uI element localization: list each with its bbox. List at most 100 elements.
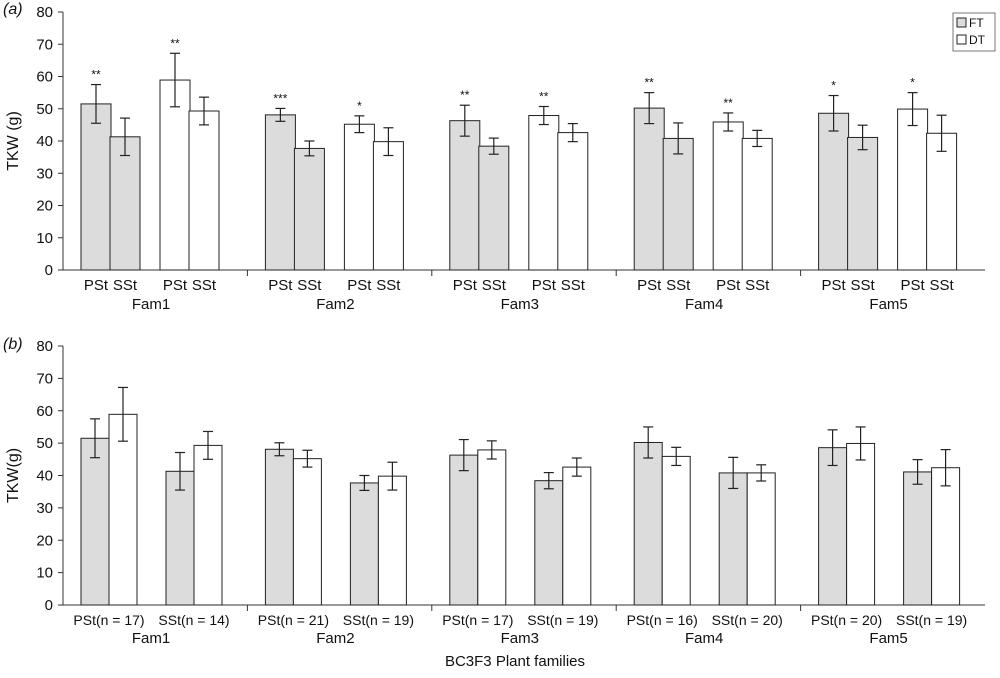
x-tick-label: SSt <box>745 277 770 294</box>
bar <box>80 103 112 271</box>
bar <box>534 480 564 606</box>
x-tick-label: PSt <box>532 277 557 294</box>
significance-marker: ** <box>91 68 101 82</box>
bar <box>818 447 848 606</box>
x-tick-label: PSt <box>901 277 926 294</box>
y-axis-title: TKW (g) <box>5 111 22 171</box>
panel-b: 0 10 20 30 40 50 60 70 80 TKW(g) (b) PSt(n = 17) SSt… <box>3 336 985 647</box>
family-label: Fam1 <box>132 630 170 647</box>
bar <box>633 107 665 271</box>
significance-marker: ** <box>460 88 470 102</box>
y-tick-label: 50 <box>36 101 53 118</box>
bar <box>847 136 879 271</box>
y-tick-label: 0 <box>45 597 53 614</box>
family-label: Fam4 <box>685 296 723 313</box>
y-tick-label: 70 <box>36 36 53 53</box>
bar <box>557 132 589 271</box>
legend-label: DT <box>969 33 986 47</box>
x-tick-label: SSt <box>376 277 401 294</box>
legend-label: FT <box>969 16 984 30</box>
bar <box>343 123 375 271</box>
y-tick-label: 60 <box>36 403 53 420</box>
family-label: Fam2 <box>316 630 354 647</box>
bar <box>80 437 110 606</box>
y-tick-label: 80 <box>36 338 53 355</box>
bar <box>108 413 138 606</box>
bar <box>264 114 296 271</box>
bar <box>165 470 195 606</box>
x-tick-label: SSt <box>113 277 138 294</box>
bar <box>661 455 691 606</box>
bar <box>746 472 776 606</box>
x-tick-label: PSt <box>637 277 662 294</box>
x-tick-label: SSt <box>297 277 322 294</box>
bar <box>372 141 404 271</box>
significance-marker: ** <box>170 36 180 50</box>
significance-marker: ** <box>724 96 734 110</box>
bar <box>562 466 592 606</box>
x-tick-label: PSt <box>453 277 478 294</box>
y-axis-title: TKW(g) <box>5 448 22 503</box>
legend-swatch <box>956 17 967 28</box>
family-label: Fam5 <box>869 630 907 647</box>
x-tick-label: SSt <box>482 277 507 294</box>
y-tick-label: 40 <box>36 133 53 150</box>
family-label: Fam1 <box>132 296 170 313</box>
significance-marker: ** <box>645 76 655 90</box>
bar <box>926 132 958 271</box>
x-tick-label: PSt(n = 21) <box>258 612 329 628</box>
x-tick-label: PSt <box>84 277 109 294</box>
y-tick-label: 0 <box>45 262 53 279</box>
significance-marker: * <box>831 79 836 93</box>
panel-label: (a) <box>3 1 23 18</box>
panel-label: (b) <box>3 336 23 353</box>
family-label: Fam4 <box>685 630 723 647</box>
y-tick-label: 20 <box>36 198 53 215</box>
legend: FT DT <box>952 12 996 52</box>
x-axis-title: BC3F3 Plant families <box>445 653 585 670</box>
bar <box>377 475 407 606</box>
bar <box>741 137 773 271</box>
x-tick-label: PSt <box>268 277 293 294</box>
bar <box>903 471 933 606</box>
y-tick-label: 80 <box>36 4 53 21</box>
bar <box>349 482 379 606</box>
y-tick-label: 30 <box>36 500 53 517</box>
y-tick-label: 10 <box>36 230 53 247</box>
x-tick-label: PSt <box>716 277 741 294</box>
bar <box>931 467 961 606</box>
bar <box>712 121 744 271</box>
bar <box>449 454 479 606</box>
bar <box>662 137 694 271</box>
x-tick-label: PSt(n = 17) <box>73 612 144 628</box>
x-tick-label: PSt <box>163 277 188 294</box>
y-tick-label: 10 <box>36 565 53 582</box>
x-tick-label: PSt(n = 16) <box>627 612 698 628</box>
y-tick-label: 30 <box>36 165 53 182</box>
x-tick-label: SSt <box>851 277 876 294</box>
x-tick-label: SSt(n = 14) <box>158 612 229 628</box>
bar <box>109 136 141 271</box>
x-tick-label: PSt <box>822 277 847 294</box>
bar <box>159 79 191 271</box>
x-tick-label: SSt(n = 19) <box>527 612 598 628</box>
family-label: Fam3 <box>501 630 539 647</box>
bar <box>188 110 220 271</box>
x-tick-label: SSt <box>561 277 586 294</box>
y-tick-label: 50 <box>36 435 53 452</box>
significance-marker: ** <box>539 89 549 103</box>
y-tick-label: 60 <box>36 69 53 86</box>
bar <box>478 145 510 271</box>
bar <box>718 472 748 606</box>
bar <box>846 442 876 606</box>
bar <box>528 115 560 271</box>
family-label: Fam5 <box>869 296 907 313</box>
bar <box>264 448 294 606</box>
x-tick-label: PSt <box>347 277 372 294</box>
x-tick-label: SSt <box>192 277 217 294</box>
bar <box>193 444 223 606</box>
bar <box>292 458 322 606</box>
